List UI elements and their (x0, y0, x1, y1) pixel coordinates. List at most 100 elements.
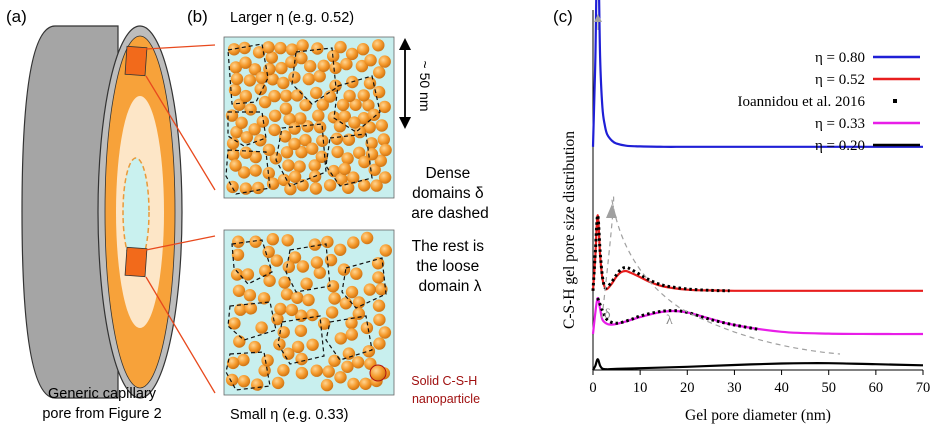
nanoparticle (345, 328, 358, 341)
nanoparticle (343, 89, 356, 103)
nanoparticle (255, 71, 268, 85)
dense-domain-outline (225, 351, 271, 391)
nanoparticle (325, 306, 339, 319)
nanoparticle (288, 137, 301, 151)
nanoparticle (302, 293, 315, 307)
nanoparticle (329, 79, 342, 92)
nanoparticle (295, 366, 309, 380)
nanoparticle (310, 256, 324, 269)
nanoparticle (367, 108, 381, 122)
nanoparticle (368, 163, 381, 176)
nanoparticle (277, 173, 291, 187)
series-line-eta-052 (591, 214, 923, 292)
nanoparticle (248, 340, 261, 354)
nanoparticle (345, 285, 359, 299)
nanoparticle (313, 70, 326, 83)
nanoparticle (230, 125, 243, 139)
nanoparticle (308, 238, 322, 251)
nanoparticle (255, 321, 268, 334)
panel-a: (a) Generic capillary pore from Figure 2 (6, 7, 216, 422)
nanoparticle (229, 61, 242, 74)
x-tick-label: 20 (680, 380, 695, 396)
nanoparticle (357, 112, 371, 125)
legend-label: η = 0.33 (815, 116, 865, 132)
nanoparticle (263, 274, 276, 287)
bottom-particles (225, 231, 392, 392)
zoom-line (145, 235, 216, 251)
nanoparticle (336, 98, 350, 112)
nanoparticle (306, 338, 319, 351)
nanoparticle (347, 236, 360, 249)
nanoparticle (327, 111, 341, 124)
nanoparticle (230, 72, 244, 86)
dense-domain-outline (227, 301, 277, 341)
nanoparticle (285, 55, 298, 69)
nanoparticle (316, 134, 329, 147)
nanoparticle (275, 61, 288, 75)
nanoparticle (296, 179, 309, 192)
nanoparticle (277, 364, 290, 377)
nanoparticle (288, 122, 301, 135)
nanoparticle (268, 123, 281, 137)
nanoparticle (372, 39, 385, 52)
nanoparticle (270, 254, 283, 267)
nanoparticle (234, 303, 247, 316)
x-tick-label: 0 (589, 380, 596, 396)
annotation-arrows: δ λ (594, 14, 841, 355)
nanoparticle (277, 326, 290, 339)
series-dotted-ioannidou-1 (591, 213, 730, 293)
nanoparticle (248, 123, 261, 136)
nanoparticle (360, 321, 374, 335)
nanoparticle (278, 276, 291, 289)
scale-bar-label: ~ 50 nm (417, 61, 433, 112)
nanoparticle (356, 43, 370, 56)
nanoparticle (304, 59, 317, 73)
nanoparticle (335, 173, 348, 186)
nanoparticle (363, 283, 376, 296)
nanoparticle (244, 103, 257, 116)
nanoparticle (324, 253, 338, 267)
nanoparticle (288, 170, 302, 183)
nanoparticle (322, 365, 335, 378)
nanoparticle (359, 377, 372, 390)
nanoparticle (237, 353, 250, 367)
nanoparticle (256, 115, 269, 128)
series-dotted-ioannidou-2 (596, 297, 759, 331)
nanoparticle (268, 89, 281, 103)
legend-label: Ioannidou et al. 2016 (738, 94, 866, 110)
nanoparticle (339, 297, 353, 310)
nanoparticle (233, 335, 246, 348)
nanoparticle (374, 154, 387, 167)
nanoparticle (316, 98, 329, 111)
nanoparticle (363, 121, 376, 134)
nanoparticle (351, 356, 365, 369)
nanoparticle (294, 112, 307, 125)
nanoparticle (243, 289, 257, 302)
nanoparticle (282, 260, 295, 274)
nanoparticle (350, 267, 363, 280)
nanoparticle (327, 164, 340, 178)
dense-domain-outline (333, 75, 381, 133)
nanoparticle (279, 102, 293, 115)
panel-a-caption-line1: Generic capillary (48, 386, 157, 402)
nanoparticle (249, 164, 262, 177)
nanoparticle (282, 159, 295, 172)
nanoparticle (291, 291, 304, 304)
nanoparticle (227, 43, 241, 56)
dense-domain-outline (225, 149, 271, 195)
nanoparticle (329, 61, 342, 75)
nanoparticle (257, 292, 271, 305)
nanoparticle (365, 137, 378, 150)
nanoparticle (330, 132, 344, 145)
nanoparticle (378, 55, 391, 68)
chart-legend: η = 0.80 η = 0.52 Ioannidou et al. 2016 η =… (738, 50, 920, 154)
nanoparticle (306, 142, 319, 155)
nanoparticle (240, 131, 253, 144)
nanoparticle (337, 263, 351, 276)
nanoparticle (334, 371, 347, 384)
nanoparticle (353, 146, 366, 159)
dense-domain-outline (227, 111, 267, 147)
nanoparticle (228, 317, 241, 330)
nanoparticle (347, 171, 360, 184)
dense-domain-outline (227, 43, 269, 105)
